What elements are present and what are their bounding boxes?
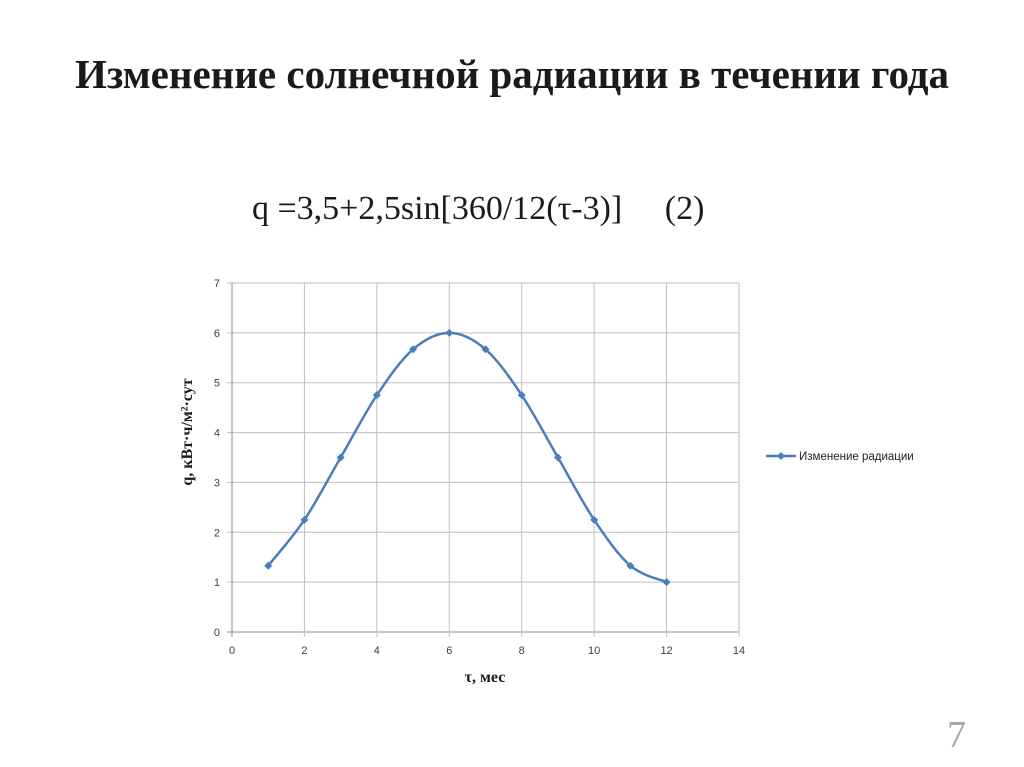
grid [227, 282, 740, 637]
data-point [445, 328, 454, 337]
series-line [267, 331, 668, 584]
y-tick-label: 0 [214, 627, 220, 639]
x-tick-label: 4 [374, 645, 380, 657]
x-tick-label: 6 [446, 645, 452, 657]
data-point [517, 391, 526, 400]
series [264, 328, 671, 587]
data-point [662, 578, 671, 587]
y-tick-label: 3 [214, 477, 220, 489]
slide-title: Изменение солнечной радиации в течении г… [74, 51, 950, 97]
legend: Изменение радиации [766, 451, 914, 463]
x-tick-label: 2 [301, 645, 307, 657]
legend-label: Изменение радиации [799, 451, 914, 463]
data-point [481, 345, 490, 354]
data-point [553, 453, 562, 462]
data-point [300, 515, 309, 524]
x-tick-label: 14 [733, 645, 745, 657]
y-tick-label: 2 [214, 527, 220, 539]
page-number: 7 [947, 714, 966, 756]
x-tick-label: 12 [660, 645, 672, 657]
data-point [264, 561, 273, 570]
y-tick-label: 6 [214, 328, 220, 340]
y-axis-label: q, кВт·ч/м²·сут [179, 378, 196, 485]
x-tick-label: 0 [229, 645, 235, 657]
data-point [372, 391, 381, 400]
data-point [590, 515, 599, 524]
y-tick-label: 5 [214, 378, 220, 390]
y-tick-label: 4 [214, 428, 220, 440]
data-point [626, 561, 635, 570]
formula: q =3,5+2,5sin[360/12(τ-3)] (2) [252, 190, 705, 227]
y-tick-label: 7 [214, 278, 220, 290]
data-point [336, 453, 345, 462]
legend-marker [777, 452, 785, 460]
x-tick-label: 10 [588, 645, 600, 657]
data-point [409, 345, 418, 354]
x-axis-label: τ, мес [465, 669, 506, 686]
x-tick-label: 8 [519, 645, 525, 657]
y-tick-label: 1 [214, 577, 220, 589]
